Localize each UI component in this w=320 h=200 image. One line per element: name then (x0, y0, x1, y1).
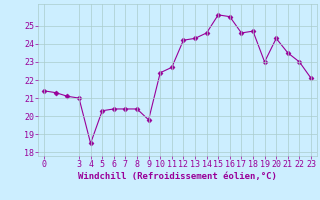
X-axis label: Windchill (Refroidissement éolien,°C): Windchill (Refroidissement éolien,°C) (78, 172, 277, 181)
